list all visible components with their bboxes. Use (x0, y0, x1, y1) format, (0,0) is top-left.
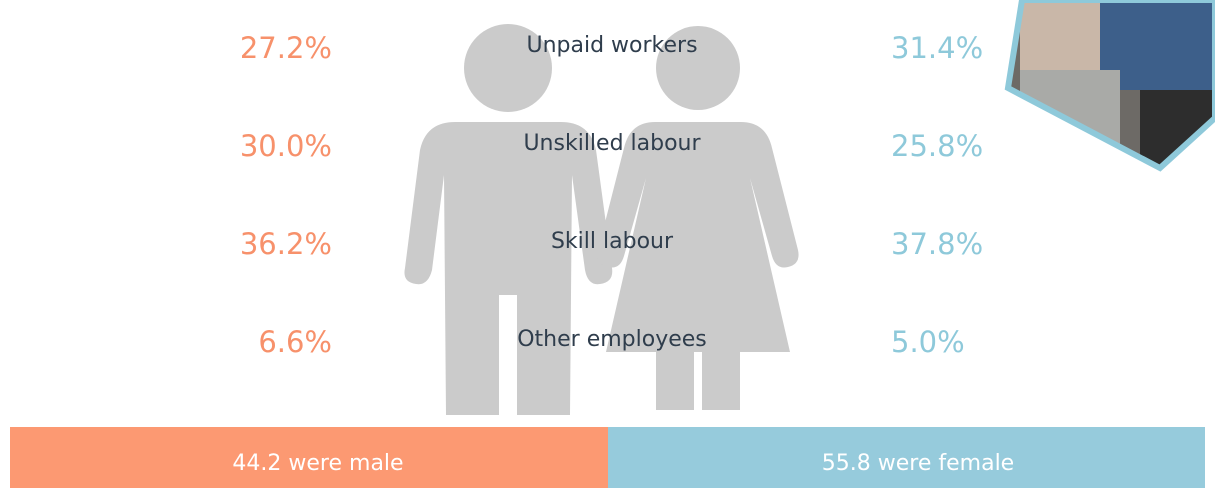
silhouettes (404, 24, 798, 415)
female-percent: 37.8% (891, 227, 983, 261)
category-label: Unskilled labour (523, 131, 701, 156)
female-body (597, 122, 798, 410)
female-summary: 55.8 were female (822, 451, 1014, 476)
infographic: 44.2 were male 55.8 were female 27.2% Unp… (0, 0, 1215, 494)
category-label: Other employees (517, 327, 707, 352)
female-percent: 5.0% (891, 325, 965, 359)
female-percent: 25.8% (891, 129, 983, 163)
female-percent: 31.4% (891, 31, 983, 65)
male-body (404, 122, 612, 415)
page: 44.2 were male 55.8 were female 27.2% Unp… (0, 0, 1215, 494)
male-percent: 27.2% (240, 31, 332, 65)
male-percent: 30.0% (240, 129, 332, 163)
male-percent: 36.2% (240, 227, 332, 261)
male-percent: 6.6% (258, 325, 332, 359)
category-label: Unpaid workers (526, 33, 697, 58)
male-summary: 44.2 were male (232, 451, 403, 476)
category-label: Skill labour (551, 229, 674, 254)
